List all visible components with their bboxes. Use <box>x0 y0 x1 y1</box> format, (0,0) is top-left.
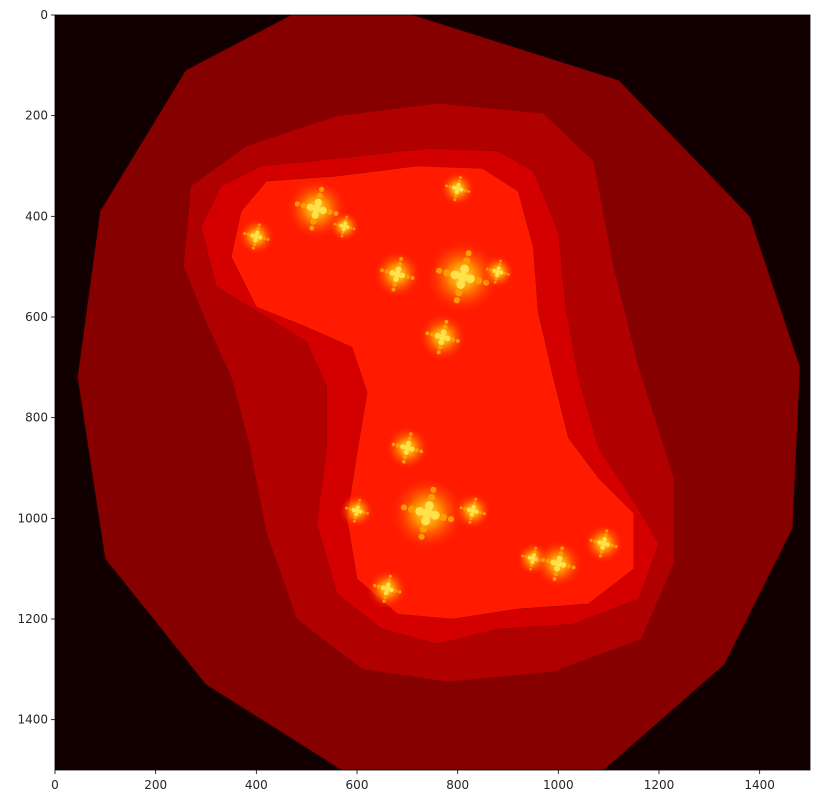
y-tick-label: 800 <box>25 411 48 425</box>
x-tick-label: 800 <box>446 778 469 792</box>
fractal-regions <box>77 15 801 770</box>
fractal-cluster <box>439 170 476 207</box>
x-tick-label: 1400 <box>744 778 775 792</box>
y-tick-label: 1400 <box>17 713 48 727</box>
y-tick-label: 1200 <box>17 612 48 626</box>
plot-area <box>55 15 810 770</box>
fractal-cluster <box>480 254 516 289</box>
fractal-cluster <box>453 491 492 530</box>
fractal-cluster <box>424 238 502 316</box>
fractal-cluster <box>237 217 276 256</box>
fractal-cluster <box>583 523 625 564</box>
y-tick-label: 0 <box>40 8 48 22</box>
x-tick-label: 1200 <box>644 778 675 792</box>
x-tick-label: 200 <box>144 778 167 792</box>
region-core <box>230 165 635 620</box>
fractal-cluster <box>384 425 430 471</box>
x-tick-label: 0 <box>51 778 59 792</box>
fractal-cluster <box>339 493 375 528</box>
fractal-cluster <box>388 474 466 552</box>
fractal-cluster <box>372 249 423 300</box>
y-tick-label: 1000 <box>17 511 48 525</box>
y-tick-label: 400 <box>25 209 48 223</box>
x-tick-label: 400 <box>245 778 268 792</box>
x-tick-label: 600 <box>346 778 369 792</box>
fractal-clusters <box>237 170 625 610</box>
y-axis: 0 200 400 600 800 1000 1200 1400 <box>17 8 55 727</box>
x-tick-label: 1000 <box>543 778 574 792</box>
y-tick-label: 600 <box>25 310 48 324</box>
x-axis: 0 200 400 600 800 1000 1200 1400 <box>51 770 775 792</box>
fractal-cluster <box>366 568 408 610</box>
fractal-cluster <box>417 312 468 363</box>
fractal-cluster <box>328 210 361 243</box>
axes-frame <box>54 14 811 771</box>
y-tick-label: 200 <box>25 109 48 123</box>
fractal-cluster <box>533 538 584 589</box>
